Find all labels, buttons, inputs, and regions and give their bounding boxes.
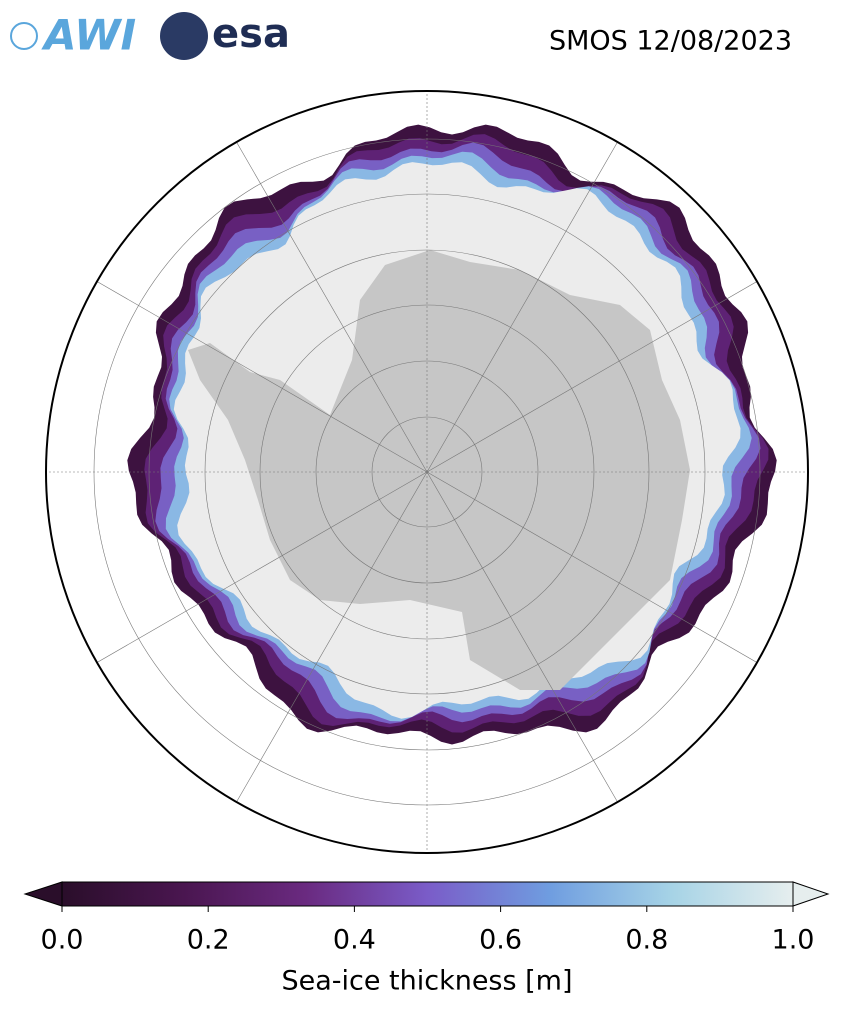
colorbar-extend-low xyxy=(23,881,63,907)
colorbar-tick-label: 0.6 xyxy=(479,925,522,956)
meridian xyxy=(80,271,428,473)
meridian xyxy=(426,271,774,473)
meridian xyxy=(80,471,428,673)
antarctica xyxy=(188,250,690,690)
awi-logo: AWI xyxy=(41,11,136,60)
colorbar: 0.0 0.2 0.4 0.6 0.8 1.0 xyxy=(23,881,830,956)
colorbar-tick-label: 0.8 xyxy=(625,925,668,956)
esa-logo: esa xyxy=(212,11,290,57)
map-border xyxy=(45,90,809,854)
colorbar-tick-label: 0.0 xyxy=(41,925,84,956)
parallel xyxy=(315,360,539,584)
meridian xyxy=(426,125,628,473)
parallel xyxy=(93,138,761,806)
meridian xyxy=(226,125,428,473)
map xyxy=(46,91,808,853)
colorbar-tick-label: 1.0 xyxy=(772,925,815,956)
esa-mark xyxy=(160,12,208,60)
parallel xyxy=(371,416,483,528)
title: SMOS 12/08/2023 xyxy=(549,26,792,57)
colorbar-tick-label: 0.2 xyxy=(187,925,230,956)
colorbar-extend-high xyxy=(792,881,830,907)
parallel xyxy=(204,249,650,695)
parallel xyxy=(259,304,595,640)
meridian xyxy=(226,471,428,819)
colorbar-body xyxy=(61,881,794,907)
parallel xyxy=(148,193,706,751)
colorbar-label: Sea-ice thickness [m] xyxy=(281,966,572,997)
meridian xyxy=(426,471,774,673)
awi-globe xyxy=(10,22,38,50)
colorbar-tick-label: 0.4 xyxy=(333,925,376,956)
meridian xyxy=(426,471,628,819)
logo-area: AWI esa xyxy=(10,11,290,60)
